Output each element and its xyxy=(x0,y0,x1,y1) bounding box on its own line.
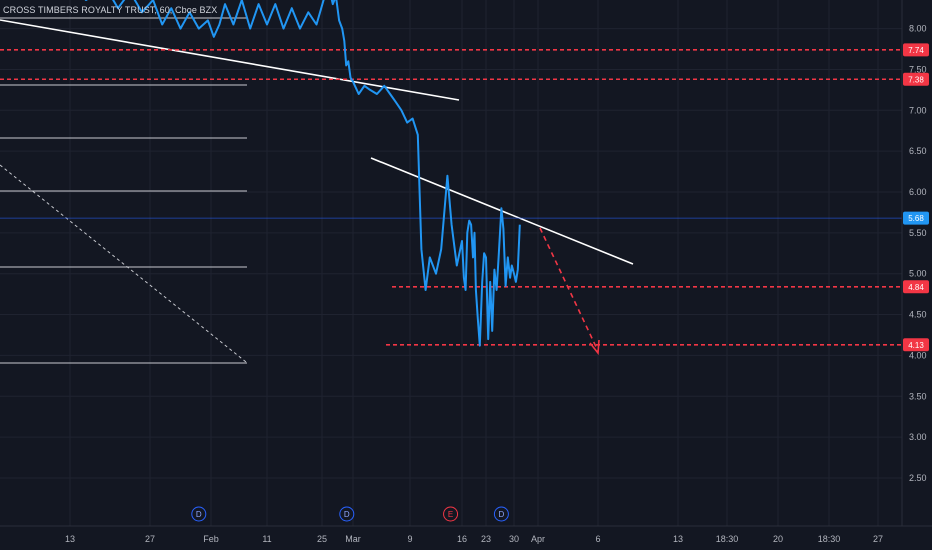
time-tick-label: 30 xyxy=(509,534,519,544)
time-tick-label: 13 xyxy=(673,534,683,544)
price-badge-bg xyxy=(903,280,929,294)
time-tick-label: 18:30 xyxy=(716,534,739,544)
dividend-marker[interactable]: D xyxy=(493,506,509,522)
price-series[interactable] xyxy=(70,0,521,347)
price-badge: 7.74 xyxy=(903,43,929,57)
price-badge-bg xyxy=(903,43,929,57)
time-tick-label: 25 xyxy=(317,534,327,544)
event-marker-circle xyxy=(443,506,459,522)
time-tick-label: 18:30 xyxy=(818,534,841,544)
projection-arrow-head xyxy=(589,339,600,356)
dividend-marker[interactable]: D xyxy=(191,506,207,522)
time-tick-label: 27 xyxy=(873,534,883,544)
event-marker-label: D xyxy=(499,510,505,519)
price-tick-label: 6.50 xyxy=(909,146,927,156)
event-marker-circle xyxy=(339,506,355,522)
grid xyxy=(0,0,902,526)
price-tick-label: 2.50 xyxy=(909,473,927,483)
time-tick-label: 6 xyxy=(595,534,600,544)
price-badge-label: 7.74 xyxy=(908,46,924,55)
price-tick-label: 4.00 xyxy=(909,350,927,360)
price-tick-label: 8.00 xyxy=(909,24,927,34)
price-badge-bg xyxy=(903,72,929,86)
symbol-title-text: CROSS TIMBERS ROYALTY TRUST, 60, Cboe BZ… xyxy=(3,5,218,15)
price-tick-label: 5.50 xyxy=(909,228,927,238)
projection-arrow-line[interactable] xyxy=(539,227,599,352)
price-axis[interactable]: 8.00 7.50 7.00 6.50 6.00 5.50 5.00 4.50 4.00 3.50… xyxy=(909,24,927,483)
price-tick-label: 3.00 xyxy=(909,432,927,442)
time-axis[interactable]: 13 27 Feb 11 25 Mar 9 16 23 30 Apr 6 13 18:30 20 18:30 2… xyxy=(65,534,883,544)
symbol-title[interactable]: CROSS TIMBERS ROYALTY TRUST, 60, Cboe BZ… xyxy=(3,5,217,15)
time-tick-label: 20 xyxy=(773,534,783,544)
price-badge-bg xyxy=(903,211,929,225)
time-tick-label: 27 xyxy=(145,534,155,544)
event-marker-label: D xyxy=(344,510,350,519)
time-tick-label: Feb xyxy=(203,534,219,544)
price-badge-label: 4.13 xyxy=(908,341,924,350)
price-badge-label: 7.38 xyxy=(908,75,924,84)
price-tick-label: 7.00 xyxy=(909,105,927,115)
event-marker-circle xyxy=(493,506,509,522)
time-tick-label: 23 xyxy=(481,534,491,544)
price-tick-label: 6.00 xyxy=(909,187,927,197)
price-badge: 5.68 xyxy=(903,211,929,225)
earnings-marker[interactable]: E xyxy=(443,506,459,522)
price-badge-bg xyxy=(903,338,929,352)
time-tick-label: 11 xyxy=(262,534,271,544)
price-line[interactable] xyxy=(70,0,521,347)
price-tick-label: 7.50 xyxy=(909,64,927,74)
event-marker-circle xyxy=(191,506,207,522)
price-badge: 7.38 xyxy=(903,72,929,86)
time-tick-label: Apr xyxy=(531,534,545,544)
price-badge: 4.84 xyxy=(903,280,929,294)
price-tick-label: 5.00 xyxy=(909,269,927,279)
time-tick-label: Mar xyxy=(345,534,361,544)
time-tick-label: 9 xyxy=(407,534,412,544)
price-badge-label: 5.68 xyxy=(908,214,924,223)
time-tick-label: 16 xyxy=(457,534,467,544)
price-tick-label: 3.50 xyxy=(909,391,927,401)
dividend-marker[interactable]: D xyxy=(339,506,355,522)
dotted-trend-line[interactable] xyxy=(0,164,247,363)
price-badge: 4.13 xyxy=(903,338,929,352)
price-labels: 7.74 7.38 5.68 4.84 4.13 xyxy=(903,43,929,352)
price-tick-label: 4.50 xyxy=(909,310,927,320)
price-badge-label: 4.84 xyxy=(908,283,924,292)
event-marker-label: E xyxy=(448,510,453,519)
event-marker-label: D xyxy=(196,510,202,519)
time-tick-label: 13 xyxy=(65,534,75,544)
